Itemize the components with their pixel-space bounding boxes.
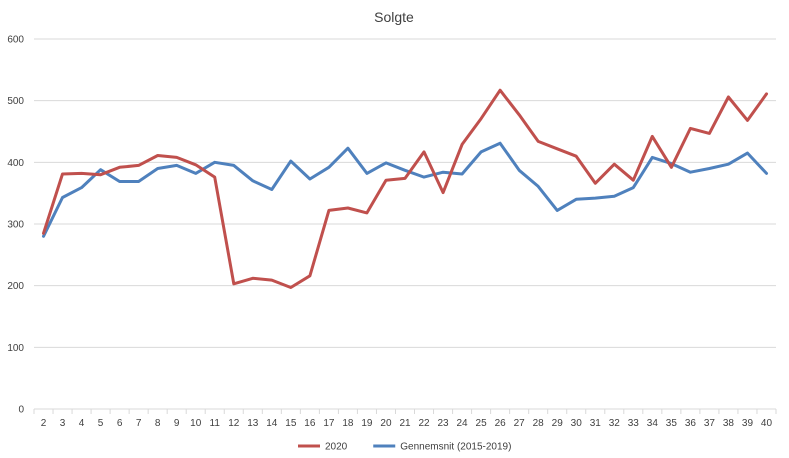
x-tick-label: 35 bbox=[666, 418, 678, 429]
legend: 2020 Gennemsnit (2015-2019) bbox=[298, 442, 511, 453]
x-tick-label: 21 bbox=[399, 418, 411, 429]
y-axis-ticks: 0 100 200 300 400 500 600 bbox=[7, 35, 24, 416]
x-tick-label: 11 bbox=[210, 418, 221, 429]
x-tick-label: 24 bbox=[457, 418, 469, 429]
y-tick-label: 200 bbox=[7, 281, 24, 292]
x-tick-label: 6 bbox=[117, 418, 123, 429]
series-line-2020 bbox=[42, 88, 768, 289]
x-tick-label: 5 bbox=[98, 418, 104, 429]
x-tick-label: 16 bbox=[304, 418, 316, 429]
x-tick-label: 28 bbox=[533, 418, 545, 429]
x-tick-label: 29 bbox=[552, 418, 564, 429]
x-tick-label: 27 bbox=[514, 418, 526, 429]
x-tick-label: 31 bbox=[590, 418, 602, 429]
x-tick-label: 13 bbox=[247, 418, 259, 429]
x-axis-ticks: 2 3 4 5 6 7 8 9 10 11 12 13 14 15 16 17 18 19 20 21 22 23 24 25… bbox=[33, 409, 777, 429]
series-lines bbox=[42, 88, 768, 289]
gridlines bbox=[34, 38, 776, 410]
x-tick-label: 38 bbox=[723, 418, 735, 429]
x-tick-label: 20 bbox=[380, 418, 392, 429]
y-tick-label: 600 bbox=[7, 35, 24, 46]
x-tick-label: 30 bbox=[571, 418, 583, 429]
x-tick-label: 22 bbox=[418, 418, 430, 429]
x-tick-label: 3 bbox=[60, 418, 66, 429]
y-tick-label: 100 bbox=[7, 343, 24, 354]
x-tick-label: 25 bbox=[476, 418, 488, 429]
y-tick-label: 300 bbox=[7, 220, 24, 231]
x-tick-label: 33 bbox=[628, 418, 640, 429]
x-tick-label: 15 bbox=[285, 418, 297, 429]
x-tick-label: 10 bbox=[190, 418, 202, 429]
x-tick-label: 36 bbox=[685, 418, 697, 429]
legend-label: 2020 bbox=[325, 442, 348, 453]
x-tick-label: 4 bbox=[79, 418, 85, 429]
x-tick-label: 37 bbox=[704, 418, 716, 429]
series-line-gennemsnit bbox=[42, 141, 768, 238]
x-tick-label: 8 bbox=[155, 418, 161, 429]
x-tick-label: 26 bbox=[495, 418, 507, 429]
legend-label: Gennemsnit (2015-2019) bbox=[400, 442, 511, 453]
y-tick-label: 400 bbox=[7, 158, 24, 169]
x-tick-label: 18 bbox=[342, 418, 354, 429]
x-tick-label: 32 bbox=[609, 418, 621, 429]
x-tick-label: 40 bbox=[761, 418, 773, 429]
x-tick-label: 23 bbox=[437, 418, 449, 429]
x-tick-label: 39 bbox=[742, 418, 754, 429]
y-tick-label: 500 bbox=[7, 96, 24, 107]
chart-title: Solgte bbox=[374, 9, 414, 25]
x-tick-label: 2 bbox=[41, 418, 47, 429]
x-tick-label: 14 bbox=[266, 418, 278, 429]
x-tick-label: 12 bbox=[228, 418, 240, 429]
x-tick-label: 9 bbox=[174, 418, 180, 429]
x-tick-label: 17 bbox=[323, 418, 335, 429]
x-tick-label: 34 bbox=[647, 418, 659, 429]
y-tick-label: 0 bbox=[18, 405, 24, 416]
x-tick-label: 19 bbox=[361, 418, 373, 429]
x-tick-label: 7 bbox=[136, 418, 142, 429]
